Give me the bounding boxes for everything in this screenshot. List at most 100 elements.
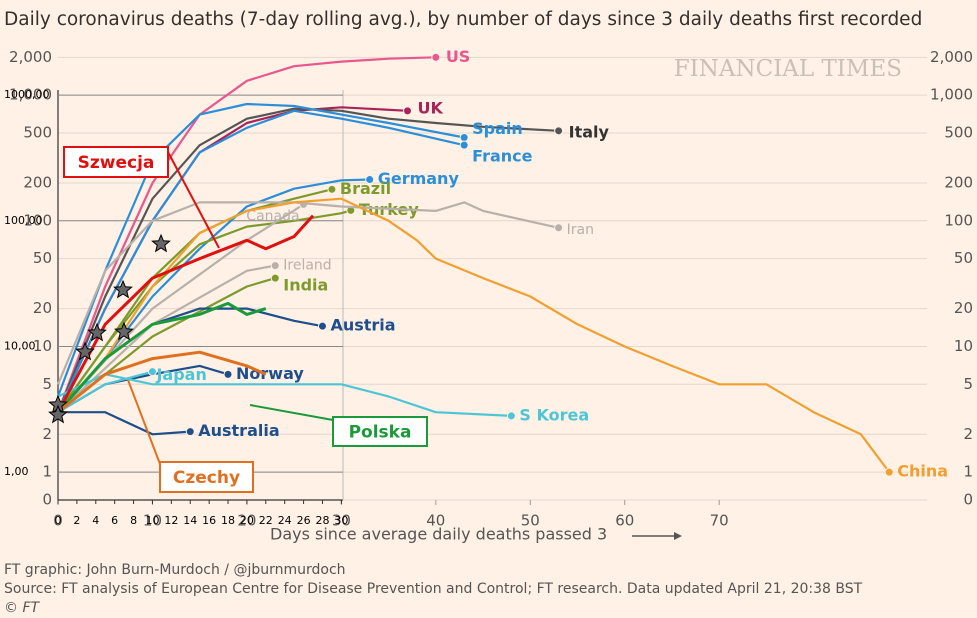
x-tick-label-2: 8 [130,514,137,527]
series-end-dot [223,369,233,379]
y-tick-label: 500 [23,123,52,141]
x-tick-label: 40 [426,512,445,530]
callout-leader [127,379,161,465]
callout-label: Czechy [173,468,240,488]
x-tick-label: 50 [521,512,540,530]
star-marker [87,322,107,342]
series-label: Spain [472,119,523,138]
series-label: Australia [198,421,279,440]
callout-box [159,461,254,493]
y-tick-label-right: 2,000 [930,48,973,66]
series-line [57,209,352,413]
y-tick-label: 2 [42,425,52,443]
series-line [57,370,153,414]
series-label: Austria [330,316,395,335]
y-tick-label-right: 20 [954,299,973,317]
callout-box [332,416,428,447]
x-axis-label: Days since average daily deaths passed 3 [270,525,607,544]
y-tick-label-right: 1,000 [930,86,973,104]
footer-copyright: © FT [4,600,41,616]
callout-box [63,146,169,178]
series-line [57,350,267,414]
star-marker [113,279,133,299]
watermark: FINANCIAL TIMES [674,56,902,82]
y-tick-label-right: 5 [963,375,973,393]
y-tick-label: 1 [42,463,52,481]
series-label: China [897,462,948,481]
y-tick-label: 5 [42,375,52,393]
x-tick-label-2: 30 [334,514,348,527]
x-tick-label-2: 6 [111,514,118,527]
chart-title: Daily coronavirus deaths (7-day rolling … [4,9,922,30]
series-line [56,214,315,413]
series-line [56,56,436,413]
y-tick-label-right: 50 [954,249,973,267]
y-tick-label: 0 [42,491,52,509]
y-tick-label: 10 [33,337,52,355]
series-end-dot [431,52,441,62]
callout-leader [167,151,220,249]
series-line [57,373,512,417]
x-tick-label: 30 [332,512,351,530]
series-line [57,197,891,473]
series-line [58,411,191,436]
callout-label: Szwecja [78,153,155,173]
overlay-y-label: 10,00 [4,339,36,352]
y-tick-label-right: 0 [963,491,973,509]
y-tick-label-right: 2 [963,425,973,443]
x-tick-label: 70 [710,512,729,530]
x-tick-label: 20 [237,512,256,530]
y-tick-label: 20 [33,299,52,317]
x-tick-label: 0 [53,512,63,530]
series-line [56,109,465,413]
x-tick-label-2: 28 [315,514,329,527]
y-tick-label-right: 100 [944,211,973,229]
series-label: India [283,276,328,295]
x-tick-label-2: 16 [202,514,216,527]
series-end-dot [147,367,157,377]
y-tick-label-right: 200 [944,173,973,191]
series-line [56,107,559,413]
y-tick-label: 2,000 [9,48,52,66]
x-tick-label: 10 [143,512,162,530]
y-tick-label: 50 [33,249,52,267]
series-end-dot [884,467,894,477]
series-label: UK [417,98,443,117]
series-end-dot [459,140,469,150]
footer-source: Source: FT analysis of European Centre f… [4,581,863,597]
series-end-dot [317,321,327,331]
y-tick-label: 200 [23,173,52,191]
series-end-dot [327,184,337,194]
star-marker [75,341,95,361]
y-tick-label-right: 10 [954,337,973,355]
footer-credit: FT graphic: John Burn-Murdoch / @jburnmu… [4,562,346,578]
series-label: US [446,47,471,66]
series-end-dot [459,133,469,143]
y-tick-label-right: 1 [963,463,973,481]
series-end-dot [185,427,195,437]
star-marker [48,404,68,424]
y-tick-label: 1,000 [9,86,52,104]
y-tick-label: 100 [23,211,52,229]
x-tick-label-2: 24 [278,514,292,527]
series-label: France [472,147,532,166]
series-label: Brazil [340,179,391,198]
star-marker [151,233,171,253]
callout-leader [249,404,334,421]
x-tick-label-2: 26 [297,514,311,527]
series-end-dot [506,411,516,421]
overlay-y-label: 1,00 [4,465,29,478]
series-end-dot [554,126,564,136]
series-end-dot [270,261,280,271]
series-end-dot [554,223,564,233]
x-tick-label-2: 4 [92,514,99,527]
x-tick-label: 60 [615,512,634,530]
series-line [56,102,465,397]
series-end-dot [270,273,280,283]
overlay-y-label: 100,00 [4,214,43,227]
series-end-dot [365,175,375,185]
series-line [57,264,276,414]
series-line [56,301,267,414]
series-label: Japan [155,365,206,384]
